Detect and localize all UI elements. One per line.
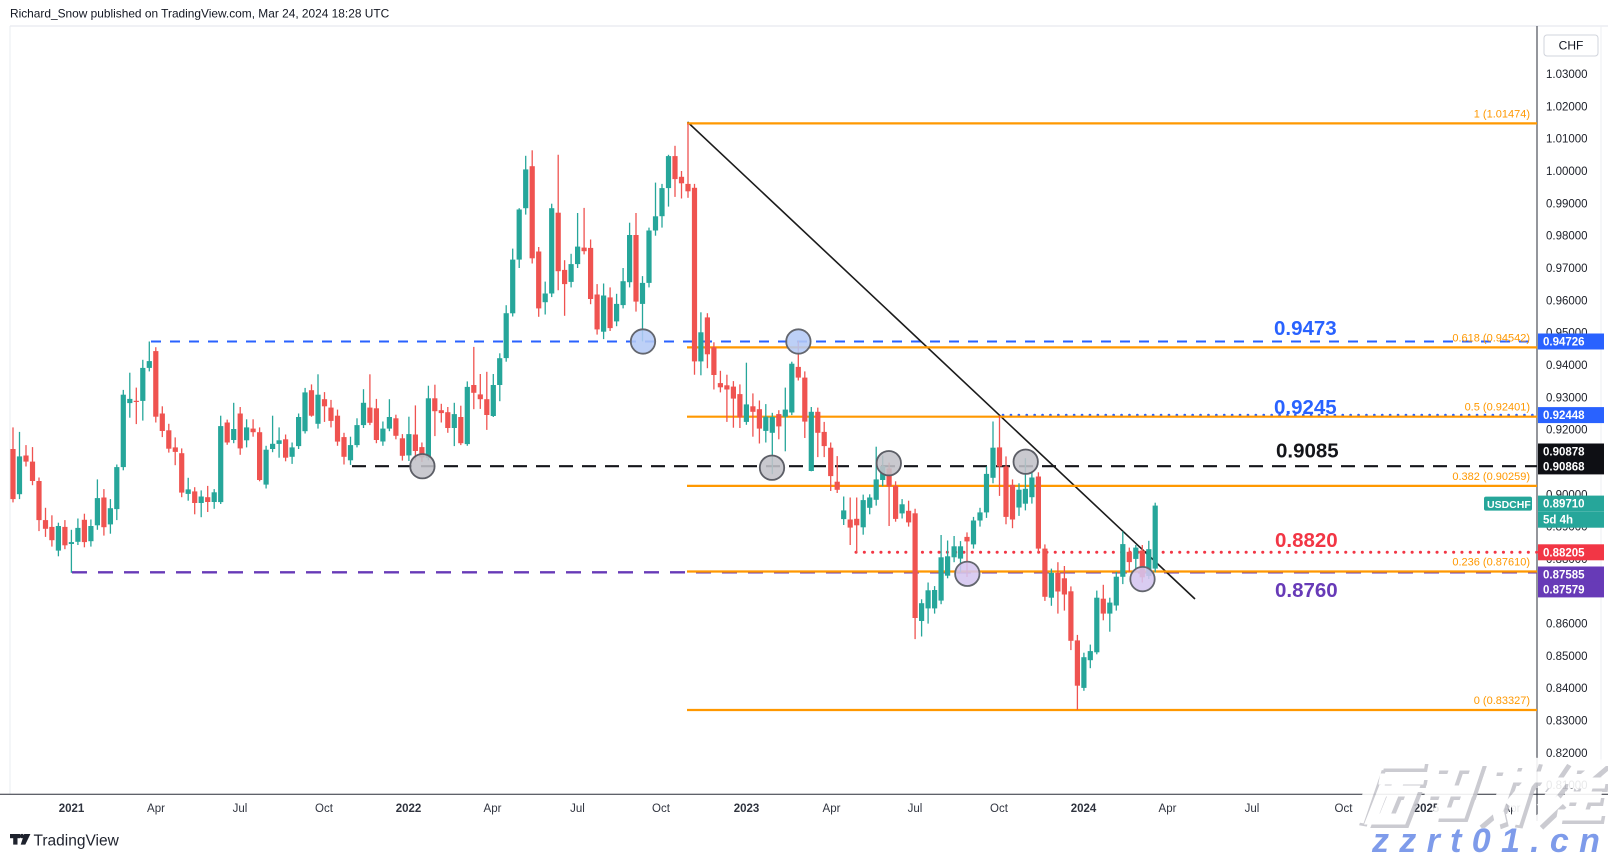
svg-text:2022: 2022 — [396, 803, 422, 815]
svg-text:0.618 (0.94542): 0.618 (0.94542) — [1452, 332, 1530, 344]
svg-text:USDCHF: USDCHF — [1487, 499, 1531, 511]
svg-text:0.9245: 0.9245 — [1274, 396, 1337, 419]
svg-text:0.8820: 0.8820 — [1275, 529, 1338, 552]
svg-text:0.94726: 0.94726 — [1543, 337, 1585, 349]
svg-text:0.89710: 0.89710 — [1543, 499, 1585, 511]
svg-text:Jul: Jul — [233, 803, 248, 815]
svg-text:0.88205: 0.88205 — [1543, 547, 1585, 559]
svg-text:2021: 2021 — [59, 803, 85, 815]
svg-text:0.85000: 0.85000 — [1546, 651, 1588, 663]
svg-text:0.93000: 0.93000 — [1546, 392, 1588, 404]
svg-text:0.90878: 0.90878 — [1543, 447, 1585, 459]
svg-text:0.92448: 0.92448 — [1543, 410, 1585, 422]
svg-text:2024: 2024 — [1071, 803, 1097, 815]
svg-text:Jul: Jul — [908, 803, 923, 815]
svg-text:2023: 2023 — [734, 803, 760, 815]
svg-text:Oct: Oct — [315, 803, 334, 815]
svg-text:5d 4h: 5d 4h — [1543, 515, 1573, 527]
svg-text:Apr: Apr — [823, 803, 841, 815]
svg-text:0.84000: 0.84000 — [1546, 683, 1588, 695]
svg-text:0.87585: 0.87585 — [1543, 570, 1585, 582]
svg-text:0.8760: 0.8760 — [1275, 579, 1338, 602]
svg-text:Apr: Apr — [484, 803, 502, 815]
svg-text:1.02000: 1.02000 — [1546, 101, 1588, 113]
svg-text:0.5 (0.92401): 0.5 (0.92401) — [1465, 402, 1530, 414]
svg-text:2025: 2025 — [1414, 803, 1440, 815]
svg-text:0.98000: 0.98000 — [1546, 231, 1588, 243]
svg-text:0.83000: 0.83000 — [1546, 716, 1588, 728]
svg-text:0.92000: 0.92000 — [1546, 425, 1588, 437]
svg-text:0.97000: 0.97000 — [1546, 263, 1588, 275]
svg-text:0.87579: 0.87579 — [1543, 584, 1585, 596]
svg-text:Apr: Apr — [1159, 803, 1177, 815]
svg-text:Apr: Apr — [147, 803, 165, 815]
svg-text:TradingView: TradingView — [34, 833, 120, 850]
svg-text:Oct: Oct — [990, 803, 1009, 815]
svg-text:0.96000: 0.96000 — [1546, 295, 1588, 307]
svg-text:1 (1.01474): 1 (1.01474) — [1474, 108, 1530, 120]
svg-text:0.82000: 0.82000 — [1546, 748, 1588, 760]
svg-text:0.99000: 0.99000 — [1546, 198, 1588, 210]
svg-text:1.03000: 1.03000 — [1546, 69, 1588, 81]
svg-text:1.01000: 1.01000 — [1546, 134, 1588, 146]
svg-text:0 (0.83327): 0 (0.83327) — [1474, 695, 1530, 707]
svg-text:0.94000: 0.94000 — [1546, 360, 1588, 372]
svg-text:Jul: Jul — [1245, 803, 1260, 815]
svg-text:Jul: Jul — [570, 803, 585, 815]
svg-text:Oct: Oct — [1335, 803, 1354, 815]
svg-text:Richard_Snow published on Trad: Richard_Snow published on TradingView.co… — [10, 7, 390, 21]
svg-text:zzrt01.cn: zzrt01.cn — [1371, 822, 1608, 857]
svg-text:0.9473: 0.9473 — [1274, 317, 1337, 340]
svg-text:1.00000: 1.00000 — [1546, 166, 1588, 178]
svg-text:0.90868: 0.90868 — [1543, 461, 1585, 473]
svg-text:0.382 (0.90259): 0.382 (0.90259) — [1452, 471, 1530, 483]
svg-text:CHF: CHF — [1559, 39, 1584, 53]
svg-text:0.86000: 0.86000 — [1546, 619, 1588, 631]
svg-text:0.236 (0.87610): 0.236 (0.87610) — [1452, 557, 1530, 569]
svg-text:0.9085: 0.9085 — [1276, 440, 1339, 463]
svg-text:Oct: Oct — [652, 803, 671, 815]
